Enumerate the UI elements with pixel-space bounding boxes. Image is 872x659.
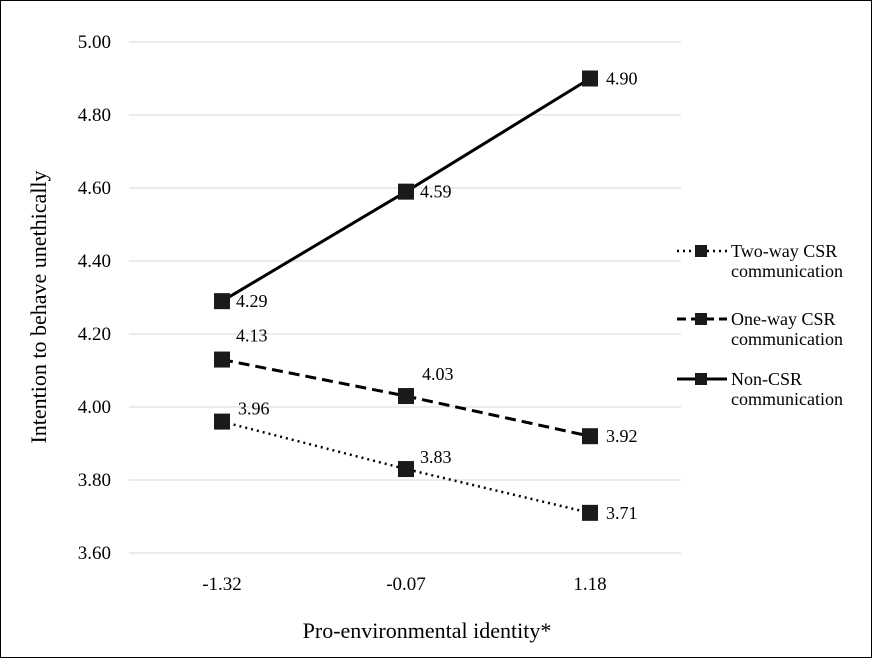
data-point-marker — [398, 388, 414, 405]
y-tick-label: 4.00 — [78, 397, 111, 418]
data-label: 4.13 — [236, 326, 268, 346]
legend-swatch-marker — [695, 313, 707, 325]
data-label: 3.92 — [606, 426, 638, 446]
data-label: 3.71 — [606, 503, 638, 523]
data-label: 4.03 — [422, 364, 454, 384]
series-2: 4.13 4.03 3.92 — [214, 326, 638, 446]
y-tick-label: 3.80 — [78, 470, 111, 491]
legend-label: communication — [731, 329, 843, 349]
x-tick-label: 1.18 — [573, 574, 606, 595]
x-axis-ticks: -1.32 -0.07 1.18 — [202, 574, 606, 595]
y-tick-label: 4.80 — [78, 105, 111, 126]
y-tick-label: 4.20 — [78, 324, 111, 345]
legend-label: communication — [731, 261, 843, 281]
series-group: 3.96 3.83 3.71 4.13 4.03 3.92 4.29 4.59 4.90 — [214, 69, 638, 523]
data-point-marker — [214, 413, 230, 430]
legend-label: Non-CSR — [731, 369, 802, 389]
data-label: 4.29 — [236, 291, 268, 311]
x-axis-title: Pro-environmental identity* — [303, 618, 552, 643]
data-point-marker — [398, 461, 414, 478]
series-1: 3.96 3.83 3.71 — [214, 399, 638, 523]
data-label: 4.90 — [606, 69, 638, 89]
data-label: 4.59 — [420, 182, 452, 202]
legend-label: communication — [731, 389, 843, 409]
data-point-marker — [582, 428, 598, 445]
legend-swatch-marker — [695, 245, 707, 257]
data-point-marker — [582, 70, 598, 87]
data-point-marker — [214, 351, 230, 368]
y-tick-label: 4.60 — [78, 178, 111, 199]
data-point-marker — [398, 183, 414, 200]
legend-swatch-marker — [695, 373, 707, 385]
y-tick-label: 5.00 — [78, 32, 111, 53]
series-3: 4.29 4.59 4.90 — [214, 69, 638, 311]
data-label: 3.83 — [420, 447, 452, 467]
data-point-marker — [214, 293, 230, 310]
y-axis-ticks: 3.60 3.80 4.00 4.20 4.40 4.60 4.80 5.00 — [78, 32, 111, 564]
x-tick-label: -1.32 — [202, 574, 242, 595]
y-axis-title: Intention to behave unethically — [26, 170, 51, 443]
x-tick-label: -0.07 — [386, 574, 426, 595]
y-tick-label: 3.60 — [78, 543, 111, 564]
legend-label: One-way CSR — [731, 309, 836, 329]
data-point-marker — [582, 504, 598, 521]
y-tick-label: 4.40 — [78, 251, 111, 272]
data-label: 3.96 — [238, 399, 270, 419]
legend-label: Two-way CSR — [731, 241, 837, 261]
